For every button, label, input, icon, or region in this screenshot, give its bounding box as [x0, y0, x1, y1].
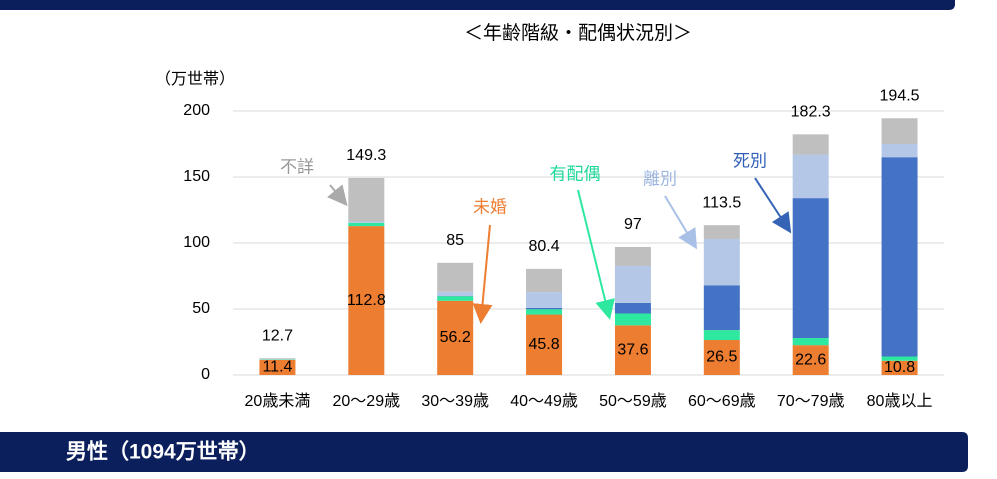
arrow [664, 195, 698, 250]
value-label: 112.8 [347, 292, 386, 309]
total-label: 97 [624, 216, 642, 233]
bar-segment [526, 292, 563, 308]
bar-segment [703, 330, 740, 341]
bar-segment [526, 309, 563, 315]
value-label: 56.2 [440, 329, 471, 346]
bar-segment [348, 226, 385, 375]
total-label: 149.3 [346, 147, 386, 164]
bar-segment [881, 118, 918, 144]
x-tick-label: 20歳未満 [245, 392, 311, 410]
bar-segment [614, 313, 651, 326]
section-band [0, 432, 968, 472]
bar-segment [792, 198, 829, 339]
section-header: 男性（1094万世帯） [66, 440, 260, 464]
annotation: 未婚 [473, 197, 507, 216]
arrow [754, 177, 792, 234]
y-tick-label: 200 [183, 102, 210, 119]
bar-segment [437, 300, 474, 375]
bar-segment [348, 221, 385, 223]
bar-segment [614, 302, 651, 314]
value-label: 11.4 [262, 359, 292, 376]
annotation: 死別 [733, 151, 767, 170]
value-label: 45.8 [528, 336, 559, 353]
bar-segment [881, 157, 918, 357]
bar-segment [881, 356, 918, 361]
bar-segment [259, 359, 296, 375]
bar-segment [703, 340, 740, 375]
total-label: 12.7 [262, 327, 293, 344]
bar-segment [526, 268, 563, 293]
annotation: 有配偶 [550, 164, 601, 183]
bar-segment [792, 338, 829, 346]
total-label: 85 [446, 232, 464, 249]
top-band [0, 0, 955, 10]
arrow [327, 184, 348, 207]
bar-segment [526, 307, 563, 310]
value-label: 10.8 [884, 359, 915, 376]
total-label: 182.3 [791, 104, 831, 121]
bar-segment [614, 325, 651, 375]
bar-segment [881, 360, 918, 375]
bar-segment [703, 285, 740, 331]
bar-segment [703, 239, 740, 286]
value-label: 22.6 [795, 351, 826, 368]
arrow [472, 224, 493, 324]
value-label: 37.6 [617, 341, 648, 358]
bar-segment [792, 154, 829, 199]
y-axis-label: （万世帯） [155, 70, 235, 88]
arrow [577, 189, 615, 320]
x-tick-label: 20～29歳 [333, 392, 401, 410]
x-tick-label: 40～49歳 [510, 392, 578, 410]
bar-segment [881, 144, 918, 158]
bar-segment [792, 345, 829, 375]
annotation: 離別 [643, 169, 677, 188]
bar-segment [526, 314, 563, 375]
bar-segment [348, 222, 385, 227]
bar-segment [614, 246, 651, 266]
x-tick-label: 50～59歳 [599, 392, 667, 410]
total-label: 113.5 [702, 194, 741, 211]
bar-segment [437, 291, 474, 296]
x-tick-label: 30～39歳 [421, 392, 489, 410]
bar-segment [792, 134, 829, 155]
y-tick-label: 150 [183, 168, 210, 185]
x-tick-label: 70～79歳 [777, 392, 845, 410]
x-tick-label: 80歳以上 [867, 392, 933, 410]
bar-segment [703, 225, 740, 240]
y-tick-label: 100 [183, 234, 210, 251]
subtitle: ＜年齢階級・配偶状況別＞ [464, 22, 692, 44]
total-label: 80.4 [528, 238, 559, 255]
annotation: 不詳 [280, 157, 314, 176]
bar-segment [437, 262, 474, 292]
bar-segment [348, 177, 385, 222]
x-tick-label: 60～69歳 [688, 392, 756, 410]
y-tick-label: 0 [201, 366, 210, 383]
plot: 0 50 100 150 200 20歳未満 11.4 12.7 20～29歳 112.8 149.… [183, 87, 944, 410]
bar-segment [259, 358, 296, 360]
bar-segment [614, 265, 651, 303]
total-label: 194.5 [880, 87, 920, 104]
y-tick-label: 50 [192, 300, 210, 317]
bar-segment [437, 296, 474, 301]
value-label: 26.5 [706, 349, 737, 366]
